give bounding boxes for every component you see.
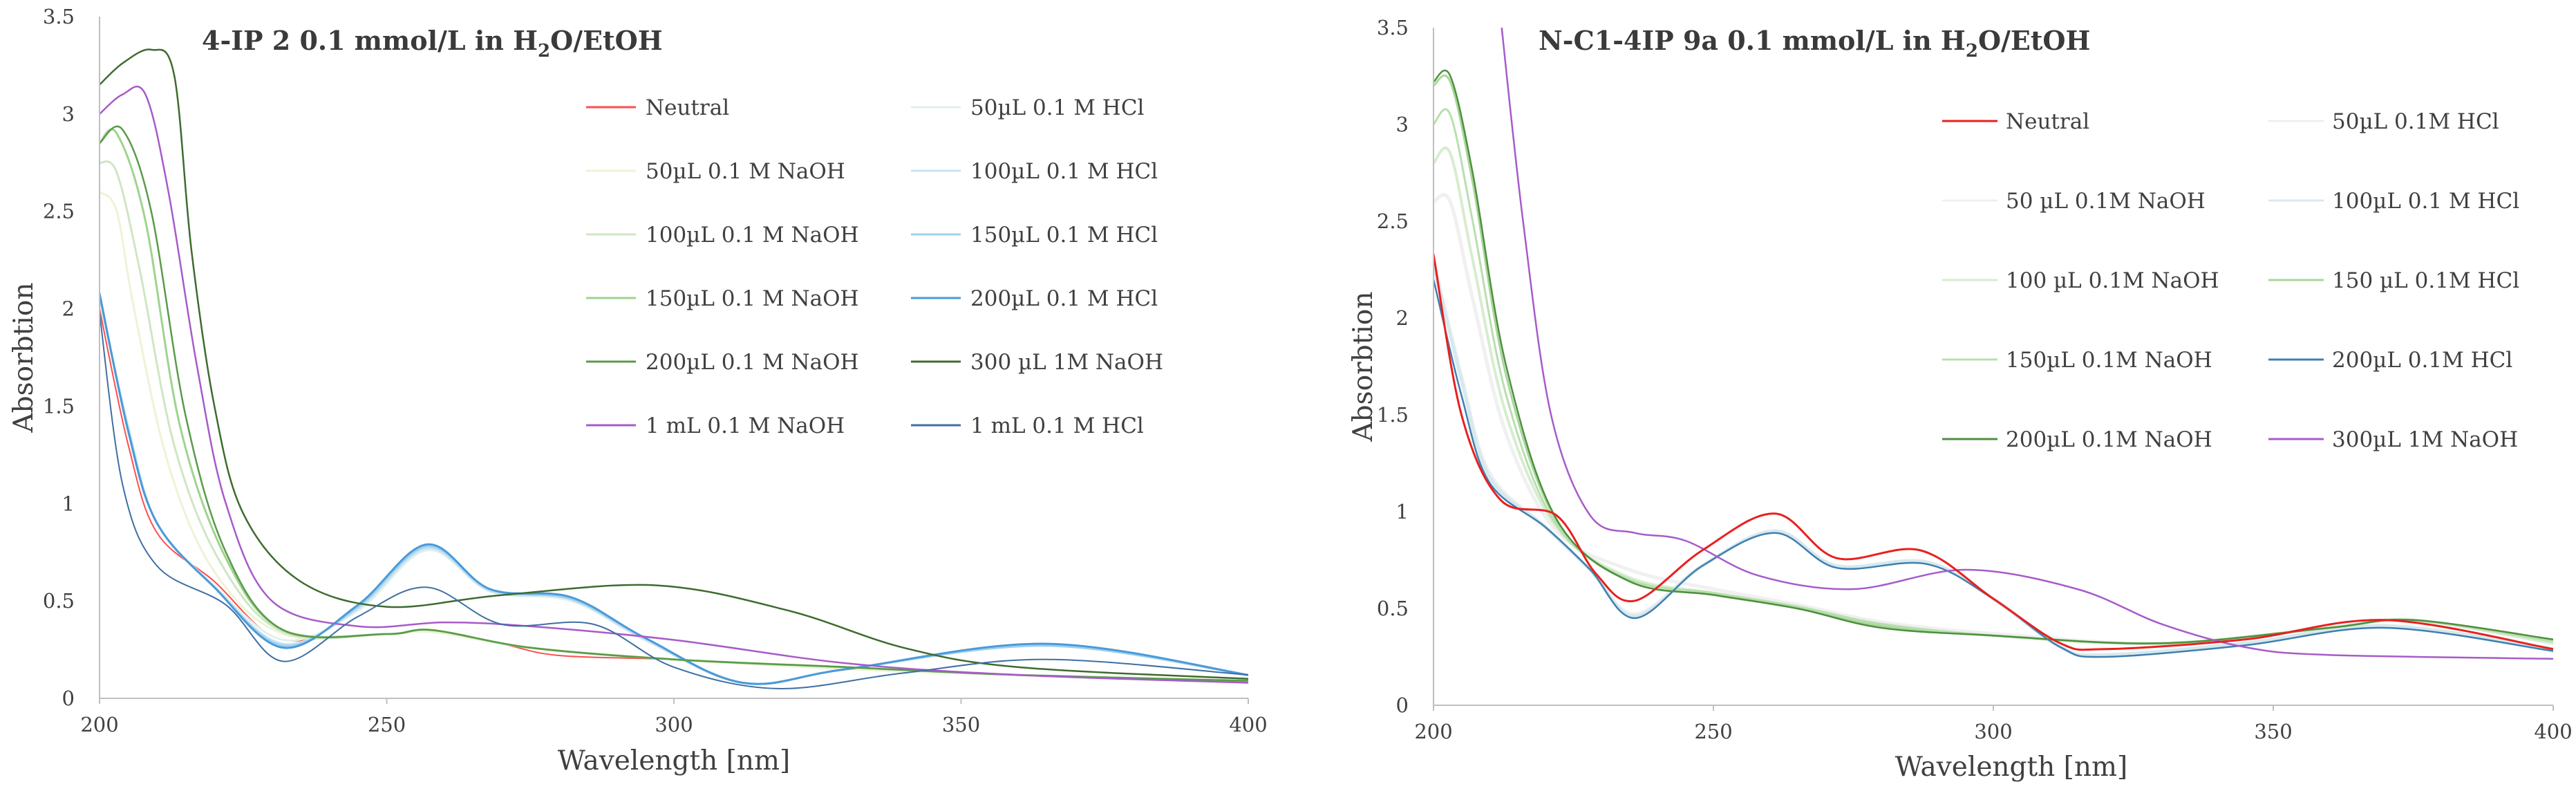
legend: Neutral 50µL 0.1 M HCl 50µL 0.1 M NaOH 100µ…: [586, 95, 1163, 438]
y-tick-label: 1: [62, 492, 75, 515]
legend-item-150ul-0-1-m-naoh: 150µL 0.1 M NaOH: [586, 286, 859, 311]
y-tick-label: 2: [1396, 306, 1409, 330]
legend-item-100ul-0-1-m-hcl: 100µL 0.1 M HCl: [911, 159, 1158, 184]
legend-item-300-ul-1m-naoh: 300 µL 1M NaOH: [911, 350, 1163, 375]
legend-label: 1 mL 0.1 M HCl: [970, 413, 1144, 438]
chart-nc1-4ip9a: 200 250 300 350 400 0 0.5 1 1.5 2 2.5 3 3.5 N-C1-4IP…: [1348, 16, 2573, 783]
legend-label: 150µL 0.1M NaOH: [2006, 348, 2212, 373]
legend-label: 50 µL 0.1M NaOH: [2006, 189, 2206, 214]
legend-item-neutral: Neutral: [1942, 109, 2089, 134]
y-tick-label: 0: [62, 687, 75, 710]
legend-item-150ul-0-1m-naoh: 150µL 0.1M NaOH: [1942, 348, 2212, 373]
y-axis-title: Absorbtion: [8, 283, 39, 434]
x-tick-label: 400: [1229, 713, 1267, 736]
legend-item-100-ul-0-1m-naoh: 100 µL 0.1M NaOH: [1942, 268, 2219, 293]
series-line-200ul-0-1m-naoh: [1433, 69, 2553, 644]
y-tick-label: 0.5: [43, 589, 75, 613]
y-tick-label: 1.5: [43, 394, 75, 418]
x-tick-label: 300: [1974, 720, 2012, 743]
legend-label: 100µL 0.1 M NaOH: [646, 223, 859, 248]
legend-label: 100 µL 0.1M NaOH: [2006, 268, 2219, 293]
x-tick-label: 400: [2534, 720, 2572, 743]
series-line-150ul-0-1-m-naoh: [100, 128, 1248, 682]
legend-label: 200µL 0.1 M NaOH: [646, 350, 859, 375]
y-tick-label: 0: [1396, 694, 1409, 717]
legend-label: 300 µL 1M NaOH: [970, 350, 1163, 375]
legend-label: 150µL 0.1 M NaOH: [646, 286, 859, 311]
y-tick-label: 2: [62, 297, 75, 321]
legend-label: 1 mL 0.1 M NaOH: [646, 413, 845, 438]
series-line-100ul-0-1-m-hcl: [1433, 262, 2553, 658]
legend-label: 50µL 0.1 M HCl: [970, 95, 1144, 120]
legend-label: 300µL 1M NaOH: [2332, 427, 2518, 452]
y-tick-label: 3.5: [1377, 16, 1409, 39]
series-line-300ul-1m-naoh: [1501, 28, 2553, 660]
legend-item-100ul-0-1-m-hcl: 100µL 0.1 M HCl: [2268, 189, 2519, 214]
legend-item-1-ml-0-1-m-naoh: 1 mL 0.1 M NaOH: [586, 413, 845, 438]
legend-label: 200µL 0.1 M HCl: [970, 286, 1158, 311]
chart-title: N-C1-4IP 9a 0.1 mmol/L in H2O/EtOH: [1539, 25, 2090, 62]
legend-label: 150 µL 0.1M HCl: [2332, 268, 2519, 293]
y-axis-title: Absorbtion: [1348, 292, 1379, 443]
series-line-200ul-0-1m-hcl: [1433, 278, 2553, 658]
legend-item-100ul-0-1-m-naoh: 100µL 0.1 M NaOH: [586, 223, 859, 248]
legend-item-50ul-0-1m-hcl: 50µL 0.1M HCl: [2268, 109, 2499, 134]
legend-label: 100µL 0.1 M HCl: [2332, 189, 2519, 214]
x-tick-label: 250: [1694, 720, 1732, 743]
legend-item-200ul-0-1m-naoh: 200µL 0.1M NaOH: [1942, 427, 2212, 452]
legend-label: Neutral: [2006, 109, 2089, 134]
x-axis-title: Wavelength [nm]: [558, 745, 790, 776]
legend-label: 100µL 0.1 M HCl: [970, 159, 1158, 184]
series-line-200ul-0-1-m-hcl: [100, 292, 1248, 685]
y-tick-label: 1.5: [1377, 403, 1409, 427]
legend-item-neutral: Neutral: [586, 95, 729, 120]
legend: Neutral 50µL 0.1M HCl 50 µL 0.1M NaOH 100µL…: [1942, 109, 2519, 452]
legend-item-200ul-0-1m-hcl: 200µL 0.1M HCl: [2268, 348, 2512, 373]
legend-label: Neutral: [646, 95, 729, 120]
chart-title: 4-IP 2 0.1 mmol/L in H2O/EtOH: [202, 25, 663, 62]
legend-item-200ul-0-1-m-hcl: 200µL 0.1 M HCl: [911, 286, 1158, 311]
x-tick-label: 350: [2254, 720, 2292, 743]
legend-item-50ul-0-1-m-naoh: 50µL 0.1 M NaOH: [586, 159, 845, 184]
chart-4ip2: 200 250 300 350 400 0 0.5 1 1.5 2 2.5 3 3.5 4-IP 2 0…: [8, 5, 1268, 776]
series-line-200ul-0-1-m-naoh: [100, 125, 1248, 682]
axes: 200 250 300 350 400 0 0.5 1 1.5 2 2.5 3 3.5: [43, 5, 1268, 736]
series-line-300-ul-1m-naoh: [100, 48, 1248, 680]
series-line-50-ul-0-1m-naoh: [1433, 193, 2553, 646]
x-tick-label: 300: [655, 713, 693, 736]
x-axis-title: Wavelength [nm]: [1895, 752, 2127, 783]
legend-item-200ul-0-1-m-naoh: 200µL 0.1 M NaOH: [586, 350, 859, 375]
x-tick-label: 200: [80, 713, 118, 736]
legend-item-50ul-0-1-m-hcl: 50µL 0.1 M HCl: [911, 95, 1144, 120]
y-tick-label: 2.5: [1377, 210, 1409, 233]
y-tick-label: 2.5: [43, 200, 75, 223]
x-tick-label: 200: [1414, 720, 1452, 743]
y-tick-label: 0.5: [1377, 597, 1409, 620]
legend-label: 50µL 0.1 M NaOH: [646, 159, 845, 184]
legend-item-150-ul-0-1m-hcl: 150 µL 0.1M HCl: [2268, 268, 2519, 293]
y-tick-label: 3: [1396, 113, 1409, 136]
axes: 200 250 300 350 400 0 0.5 1 1.5 2 2.5 3 3.5: [1377, 16, 2573, 743]
series-line-neutral: [1433, 253, 2553, 651]
y-tick-label: 1: [1396, 500, 1409, 523]
series-line-100-ul-0-1m-naoh: [1433, 147, 2553, 645]
series-line-50ul-0-1m-hcl: [1433, 258, 2553, 658]
series-line-1-ml-0-1-m-hcl: [100, 312, 1248, 689]
legend-item-150ul-0-1-m-hcl: 150µL 0.1 M HCl: [911, 223, 1158, 248]
y-tick-label: 3.5: [43, 5, 75, 28]
legend-item-1-ml-0-1-m-hcl: 1 mL 0.1 M HCl: [911, 413, 1144, 438]
x-tick-label: 350: [942, 713, 980, 736]
legend-item-50-ul-0-1m-naoh: 50 µL 0.1M NaOH: [1942, 189, 2206, 214]
y-tick-label: 3: [62, 102, 75, 126]
x-tick-label: 250: [368, 713, 406, 736]
legend-item-300ul-1m-naoh: 300µL 1M NaOH: [2268, 427, 2518, 452]
series-line-1-ml-0-1-m-naoh: [100, 85, 1248, 684]
legend-label: 200µL 0.1M HCl: [2332, 348, 2512, 373]
series-layer: [100, 48, 1248, 689]
series-layer: [1433, 28, 2553, 660]
legend-label: 150µL 0.1 M HCl: [970, 223, 1158, 248]
legend-label: 50µL 0.1M HCl: [2332, 109, 2499, 134]
legend-label: 200µL 0.1M NaOH: [2006, 427, 2212, 452]
